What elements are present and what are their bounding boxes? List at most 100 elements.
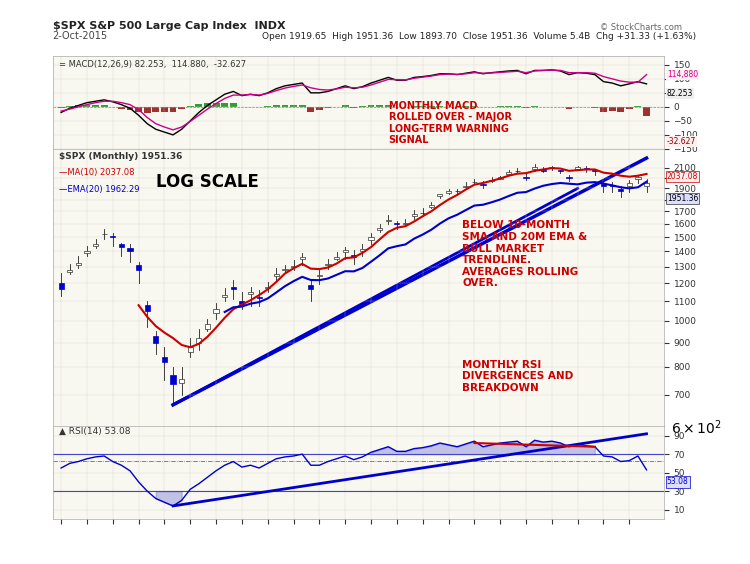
Bar bbox=[342, 105, 349, 107]
Bar bbox=[618, 190, 623, 191]
Text: ▲ RSI(14) 53.08: ▲ RSI(14) 53.08 bbox=[58, 428, 130, 437]
Bar bbox=[316, 107, 322, 110]
Text: —MA(10) 2037.08: —MA(10) 2037.08 bbox=[58, 168, 134, 177]
Bar bbox=[575, 168, 580, 169]
Bar bbox=[481, 184, 485, 185]
Bar bbox=[84, 252, 89, 253]
Bar bbox=[170, 107, 176, 112]
Bar bbox=[566, 107, 572, 109]
Bar bbox=[514, 106, 520, 107]
Bar bbox=[471, 106, 478, 107]
Bar bbox=[298, 105, 305, 107]
Bar bbox=[214, 310, 219, 313]
Bar bbox=[222, 294, 227, 297]
Bar bbox=[221, 103, 228, 107]
Bar bbox=[153, 336, 158, 343]
Bar bbox=[386, 220, 391, 221]
Bar bbox=[403, 223, 408, 224]
Bar bbox=[281, 104, 289, 107]
Bar bbox=[308, 107, 314, 112]
Bar bbox=[213, 103, 220, 107]
Bar bbox=[308, 285, 314, 289]
Text: 82.253: 82.253 bbox=[667, 89, 693, 98]
Bar bbox=[464, 186, 468, 187]
Bar bbox=[231, 287, 236, 289]
Bar bbox=[118, 107, 124, 109]
Bar bbox=[429, 205, 434, 206]
Bar bbox=[601, 184, 606, 186]
Bar bbox=[92, 105, 99, 107]
Bar bbox=[350, 107, 357, 108]
Bar bbox=[394, 223, 400, 224]
Bar bbox=[299, 257, 304, 259]
Bar bbox=[412, 214, 417, 216]
Bar bbox=[100, 105, 107, 107]
Bar bbox=[93, 244, 98, 245]
Bar bbox=[609, 107, 616, 111]
Text: MONTHLY RSI
DIVERGENCES AND
BREAKDOWN: MONTHLY RSI DIVERGENCES AND BREAKDOWN bbox=[462, 360, 573, 393]
Bar bbox=[506, 172, 512, 174]
Bar bbox=[75, 105, 82, 107]
Bar bbox=[385, 105, 392, 107]
Bar bbox=[162, 357, 167, 362]
Bar bbox=[118, 244, 124, 247]
Bar bbox=[239, 301, 244, 303]
Bar bbox=[196, 104, 202, 107]
Bar bbox=[76, 263, 81, 265]
Bar bbox=[196, 338, 202, 343]
Bar bbox=[291, 266, 296, 267]
Bar bbox=[436, 106, 443, 107]
Bar bbox=[376, 105, 383, 107]
Bar bbox=[506, 106, 512, 107]
Bar bbox=[368, 105, 374, 107]
Bar bbox=[523, 107, 530, 108]
Bar bbox=[360, 249, 365, 252]
Bar bbox=[644, 183, 649, 186]
Bar bbox=[351, 255, 356, 257]
Bar bbox=[617, 107, 624, 112]
Text: —EMA(20) 1962.29: —EMA(20) 1962.29 bbox=[58, 185, 139, 194]
Bar bbox=[110, 236, 116, 237]
Bar bbox=[136, 265, 141, 270]
Bar bbox=[411, 106, 418, 107]
Text: 53.08: 53.08 bbox=[667, 477, 688, 486]
Bar bbox=[524, 177, 529, 178]
Bar bbox=[626, 107, 633, 108]
Bar bbox=[334, 257, 339, 259]
Bar bbox=[205, 324, 210, 329]
Bar bbox=[170, 375, 176, 385]
Bar bbox=[592, 170, 598, 171]
Bar bbox=[446, 191, 451, 193]
Text: $SPX (Monthly) 1951.36: $SPX (Monthly) 1951.36 bbox=[58, 152, 182, 161]
Text: 114,880: 114,880 bbox=[667, 70, 698, 80]
Bar bbox=[282, 269, 287, 270]
Bar bbox=[497, 178, 502, 179]
Bar bbox=[179, 378, 184, 383]
Bar bbox=[145, 305, 150, 311]
Bar bbox=[58, 283, 64, 289]
Bar bbox=[600, 107, 607, 112]
Bar bbox=[274, 274, 279, 276]
Bar bbox=[489, 180, 494, 181]
Bar bbox=[144, 107, 151, 113]
Bar bbox=[178, 107, 185, 109]
Bar bbox=[627, 183, 632, 186]
Bar bbox=[68, 270, 72, 271]
Text: $SPX S&P 500 Large Cap Index  INDX: $SPX S&P 500 Large Cap Index INDX bbox=[53, 21, 285, 31]
Bar bbox=[541, 170, 546, 171]
Bar bbox=[135, 107, 142, 112]
Bar bbox=[101, 233, 106, 235]
Bar bbox=[290, 105, 297, 107]
Bar bbox=[256, 297, 262, 298]
Text: = MACD(12,26,9) 82.253,  114.880,  -32.627: = MACD(12,26,9) 82.253, 114.880, -32.627 bbox=[58, 60, 246, 69]
Bar bbox=[592, 107, 598, 108]
Text: BELOW 10-MONTH
SMA AND 20M EMA &
BULL MARKET
TRENDLINE.
AVERAGES ROLLING
OVER.: BELOW 10-MONTH SMA AND 20M EMA & BULL MA… bbox=[462, 221, 587, 288]
Bar bbox=[58, 107, 64, 108]
Bar bbox=[566, 177, 572, 178]
Bar bbox=[610, 185, 615, 186]
Bar bbox=[532, 167, 537, 169]
Text: 1951.36: 1951.36 bbox=[667, 195, 698, 204]
Text: LOG SCALE: LOG SCALE bbox=[157, 173, 260, 191]
Bar bbox=[325, 107, 332, 108]
Bar bbox=[188, 347, 193, 352]
